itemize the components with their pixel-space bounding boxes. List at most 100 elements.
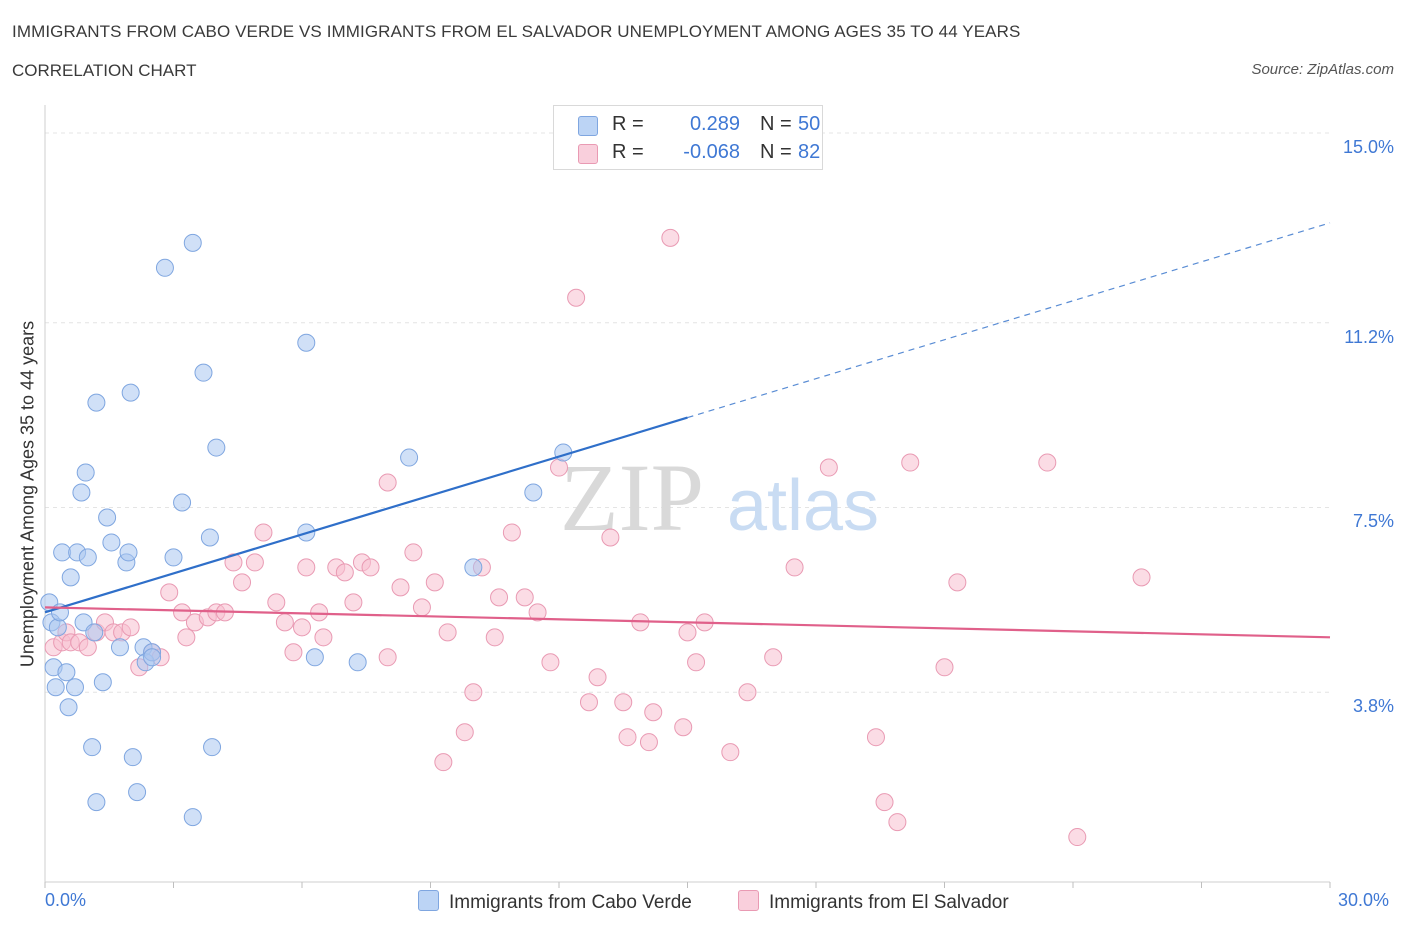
data-point xyxy=(85,623,104,642)
legend-swatch-cabo-verde xyxy=(578,116,598,136)
bottom-legend-swatch-cabo-verde xyxy=(418,890,439,911)
data-point xyxy=(567,288,586,307)
data-point xyxy=(502,523,521,542)
data-point xyxy=(434,753,453,772)
data-point xyxy=(721,743,740,762)
bottom-legend-cabo-verde: Immigrants from Cabo Verde xyxy=(418,890,692,914)
bottom-legend-label-el-salvador: Immigrants from El Salvador xyxy=(769,892,1009,913)
data-point xyxy=(93,673,112,692)
data-point xyxy=(121,383,140,402)
data-point xyxy=(53,543,72,562)
data-point xyxy=(378,648,397,667)
data-point xyxy=(948,573,967,592)
data-point xyxy=(128,783,147,802)
data-point xyxy=(177,628,196,647)
source-label: Source: ZipAtlas.com xyxy=(1251,61,1394,78)
data-point xyxy=(110,638,129,657)
data-point xyxy=(391,578,410,597)
data-point xyxy=(119,543,138,562)
watermark-zip: ZIP xyxy=(560,444,704,551)
data-point xyxy=(87,393,106,412)
data-point xyxy=(183,808,202,827)
data-point xyxy=(412,598,431,617)
legend-n-label: N = xyxy=(760,113,792,135)
data-point xyxy=(314,628,333,647)
watermark-atlas: atlas xyxy=(727,466,879,546)
data-point xyxy=(644,703,663,722)
legend-r-value: -0.068 xyxy=(683,141,740,163)
data-point xyxy=(59,698,78,717)
data-point xyxy=(455,723,474,742)
data-point xyxy=(935,658,954,677)
data-point xyxy=(888,813,907,832)
data-point xyxy=(203,738,222,757)
data-point xyxy=(764,648,783,667)
data-point xyxy=(83,738,102,757)
data-point xyxy=(875,793,894,812)
y-tick-label: 7.5% xyxy=(1352,511,1394,532)
data-point xyxy=(674,718,693,737)
data-point xyxy=(490,588,509,607)
data-point xyxy=(173,493,192,512)
trend-line xyxy=(44,416,688,614)
data-point xyxy=(464,558,483,577)
data-point xyxy=(123,748,142,767)
legend-n-label: N = xyxy=(760,141,792,163)
data-point xyxy=(785,558,804,577)
data-point xyxy=(425,573,444,592)
data-point xyxy=(57,663,76,682)
legend-r-label: R = xyxy=(612,141,644,163)
data-point xyxy=(224,553,243,572)
data-point xyxy=(254,523,273,542)
data-point xyxy=(687,653,706,672)
data-point xyxy=(1038,453,1057,472)
data-point xyxy=(524,483,543,502)
data-point xyxy=(678,623,697,642)
x-tick-label-max: 30.0% xyxy=(1338,890,1390,910)
data-point xyxy=(245,553,264,572)
data-point xyxy=(866,728,885,747)
data-point xyxy=(297,558,316,577)
data-point xyxy=(579,693,598,712)
trend-lines xyxy=(44,222,1331,639)
data-point xyxy=(48,618,67,637)
data-point xyxy=(267,593,286,612)
data-point xyxy=(348,653,367,672)
data-point xyxy=(378,473,397,492)
data-point xyxy=(901,453,920,472)
data-point xyxy=(614,693,633,712)
data-point xyxy=(297,333,316,352)
data-point xyxy=(200,528,219,547)
legend-n-value: 50 xyxy=(798,113,821,135)
data-point xyxy=(155,258,174,277)
grid-lines xyxy=(45,132,1330,693)
data-point xyxy=(541,653,560,672)
legend-n-value: 82 xyxy=(798,141,821,163)
y-tick-label: 15.0% xyxy=(1342,136,1394,157)
axes xyxy=(44,105,1331,888)
data-point xyxy=(438,623,457,642)
data-point xyxy=(738,683,757,702)
data-point xyxy=(335,563,354,582)
data-point xyxy=(207,438,226,457)
data-points xyxy=(40,228,1151,847)
data-point xyxy=(160,583,179,602)
data-point xyxy=(143,648,162,667)
data-point xyxy=(173,603,192,622)
data-point xyxy=(46,678,65,697)
data-point xyxy=(485,628,504,647)
data-point xyxy=(550,458,568,477)
data-point xyxy=(601,528,620,547)
legend-r-value: 0.289 xyxy=(689,113,740,135)
data-point xyxy=(65,678,84,697)
chart-subtitle: CORRELATION CHART xyxy=(12,61,197,80)
data-point xyxy=(305,648,324,667)
chart-title: IMMIGRANTS FROM CABO VERDE VS IMMIGRANTS… xyxy=(12,22,1021,41)
data-point xyxy=(284,643,303,662)
bottom-legend-swatch-el-salvador xyxy=(738,890,759,911)
data-point xyxy=(588,668,607,687)
data-point xyxy=(310,603,329,622)
data-point xyxy=(78,548,97,567)
data-point xyxy=(344,593,363,612)
y-axis-title: Unemployment Among Ages 35 to 44 years xyxy=(17,320,38,668)
